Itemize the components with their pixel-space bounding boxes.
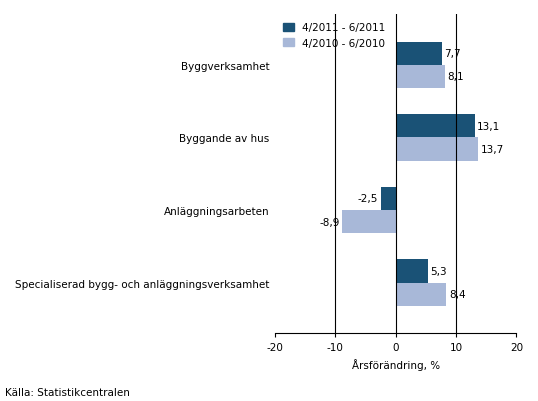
Bar <box>395 66 444 89</box>
Text: 8,1: 8,1 <box>447 72 464 82</box>
Bar <box>395 115 475 138</box>
Text: 13,7: 13,7 <box>481 145 504 155</box>
X-axis label: Årsförändring, %: Årsförändring, % <box>352 358 440 370</box>
Bar <box>395 43 442 66</box>
Bar <box>395 260 428 283</box>
Text: 7,7: 7,7 <box>444 49 461 59</box>
Bar <box>342 211 395 234</box>
Bar <box>395 138 478 161</box>
Text: Källa: Statistikcentralen: Källa: Statistikcentralen <box>5 387 130 397</box>
Bar <box>395 283 447 306</box>
Legend: 4/2011 - 6/2011, 4/2010 - 6/2010: 4/2011 - 6/2011, 4/2010 - 6/2010 <box>280 20 388 52</box>
Text: -8,9: -8,9 <box>319 217 339 227</box>
Text: 8,4: 8,4 <box>449 290 465 300</box>
Bar <box>380 187 395 211</box>
Text: 5,3: 5,3 <box>430 266 447 276</box>
Text: -2,5: -2,5 <box>358 194 378 204</box>
Text: 13,1: 13,1 <box>477 122 500 132</box>
